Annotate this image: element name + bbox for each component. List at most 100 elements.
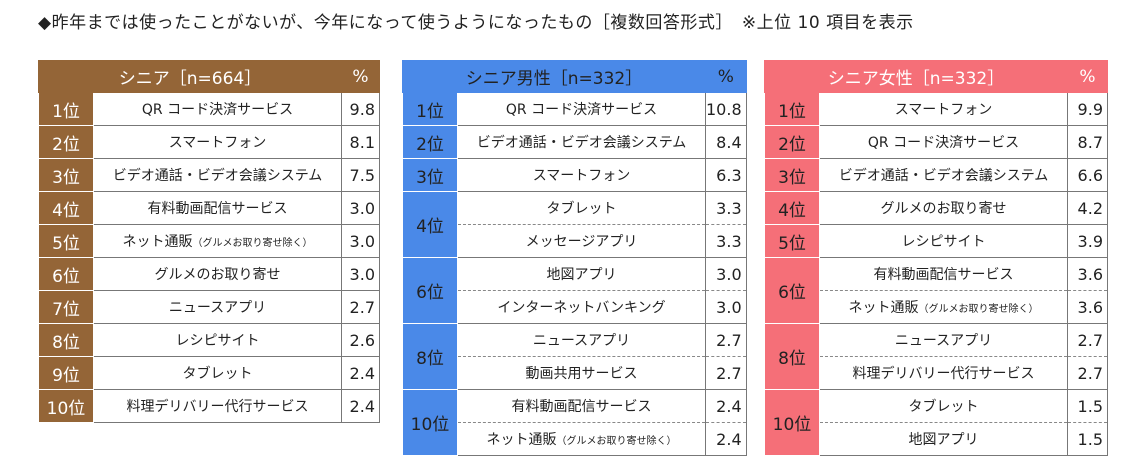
table-row: 9位 タブレット 2.4: [38, 356, 380, 390]
ranking-table-male: シニア男性［n=332］ % 1位 QR コード決済サービス 10.8 2位 ビデオ通…: [402, 60, 747, 456]
item-name: グルメのお取り寄せ: [93, 257, 342, 291]
item-name: 地図アプリ: [819, 422, 1068, 456]
table-title: シニア［n=664］: [38, 60, 342, 93]
item-name: ビデオ通話・ビデオ会議システム: [819, 158, 1068, 192]
rank-label: 3位: [764, 158, 820, 192]
rank-label: 1位: [38, 92, 94, 126]
table-row: 6位 地図アプリ 3.0: [402, 257, 747, 324]
item-name: レシピサイト: [819, 224, 1068, 258]
item-name: 料理デリバリー代行サービス: [93, 389, 342, 423]
rank-label: 3位: [402, 158, 458, 192]
percent-value: 4.2: [1067, 191, 1108, 225]
item-name: ニュースアプリ: [457, 323, 706, 357]
item-name: スマートフォン: [819, 92, 1068, 126]
percent-value: 3.0: [705, 257, 747, 291]
percent-value: 6.6: [1067, 158, 1108, 192]
item-name: 地図アプリ: [457, 257, 706, 291]
item-name: ニュースアプリ: [819, 323, 1068, 357]
ranking-table-all: シニア［n=664］ % 1位 QR コード決済サービス 9.8 2位 スマートフォン…: [38, 60, 380, 423]
rank-label: 3位: [38, 158, 94, 192]
item-name: QR コード決済サービス: [819, 125, 1068, 159]
table-row: 2位 QR コード決済サービス 8.7: [764, 125, 1108, 159]
rank-label: 4位: [402, 191, 458, 258]
item-name-note: （グルメお取り寄せ除く）: [192, 238, 313, 249]
percent-header: %: [705, 60, 747, 93]
table-row: 6位 グルメのお取り寄せ 3.0: [38, 257, 380, 291]
percent-value: 2.7: [705, 356, 747, 390]
percent-value: 2.7: [705, 323, 747, 357]
item-name: ネット通販（グルメお取り寄せ除く）: [819, 290, 1068, 324]
item-name: インターネットバンキング: [457, 290, 706, 324]
rank-label: 2位: [402, 125, 458, 159]
percent-header: %: [341, 60, 380, 93]
item-name: 動画共用サービス: [457, 356, 706, 390]
percent-value: 3.3: [705, 191, 747, 225]
table-row: 1位 QR コード決済サービス 9.8: [38, 92, 380, 126]
table-row: 10位 有料動画配信サービス 2.4: [402, 389, 747, 456]
percent-header: %: [1067, 60, 1108, 93]
table-row: 1位 QR コード決済サービス 10.8: [402, 92, 747, 126]
table-header: シニア男性［n=332］ %: [402, 60, 747, 93]
percent-value: 3.0: [341, 191, 380, 225]
table-row: 地図アプリ 1.5: [765, 422, 1108, 456]
rank-label: 6位: [764, 257, 820, 324]
percent-value: 1.5: [1067, 422, 1108, 456]
rank-label: 8位: [38, 323, 94, 357]
percent-value: 2.4: [341, 389, 380, 423]
table-row: 3位 ビデオ通話・ビデオ会議システム 7.5: [38, 158, 380, 192]
item-name: ネット通販（グルメお取り寄せ除く）: [457, 422, 706, 456]
item-name-text: ネット通販: [486, 432, 557, 448]
percent-value: 2.7: [1067, 356, 1108, 390]
percent-value: 3.0: [341, 257, 380, 291]
table-row: 4位 タブレット 3.3: [402, 191, 747, 258]
item-name: QR コード決済サービス: [457, 92, 706, 126]
percent-value: 8.7: [1067, 125, 1108, 159]
table-row: 10位 料理デリバリー代行サービス 2.4: [38, 389, 380, 423]
item-name-text: ネット通販: [122, 234, 193, 250]
percent-value: 1.5: [1067, 389, 1108, 423]
table-row: 動画共用サービス 2.7: [403, 356, 747, 390]
percent-value: 3.3: [705, 224, 747, 258]
table-row: 5位 レシピサイト 3.9: [764, 224, 1108, 258]
table-row: 5位 ネット通販（グルメお取り寄せ除く） 3.0: [38, 224, 380, 258]
item-name-note: （グルメお取り寄せ除く）: [556, 436, 677, 447]
item-name: タブレット: [93, 356, 342, 390]
percent-value: 2.4: [341, 356, 380, 390]
item-name-text: ネット通販: [848, 300, 919, 316]
table-row: 4位 有料動画配信サービス 3.0: [38, 191, 380, 225]
item-name: QR コード決済サービス: [93, 92, 342, 126]
item-name: レシピサイト: [93, 323, 342, 357]
percent-value: 2.4: [705, 389, 747, 423]
rank-label: 5位: [38, 224, 94, 258]
table-row: 3位 ビデオ通話・ビデオ会議システム 6.6: [764, 158, 1108, 192]
ranking-table-female: シニア女性［n=332］ % 1位 スマートフォン 9.9 2位 QR コード決済サー…: [764, 60, 1108, 456]
rank-label: 7位: [38, 290, 94, 324]
percent-value: 6.3: [705, 158, 747, 192]
table-row: 8位 レシピサイト 2.6: [38, 323, 380, 357]
table-row: 2位 スマートフォン 8.1: [38, 125, 380, 159]
item-name: タブレット: [457, 191, 706, 225]
item-name: ビデオ通話・ビデオ会議システム: [93, 158, 342, 192]
item-name: ニュースアプリ: [93, 290, 342, 324]
rank-label: 6位: [402, 257, 458, 324]
percent-value: 2.4: [705, 422, 747, 456]
table-row: 3位 スマートフォン 6.3: [402, 158, 747, 192]
rank-label: 10位: [764, 389, 820, 456]
table-row: 7位 ニュースアプリ 2.7: [38, 290, 380, 324]
item-name: 料理デリバリー代行サービス: [819, 356, 1068, 390]
item-name-note: （グルメお取り寄せ除く）: [918, 304, 1039, 315]
percent-value: 3.6: [1067, 257, 1108, 291]
rank-label: 10位: [402, 389, 458, 456]
percent-value: 9.8: [341, 92, 380, 126]
table-title: シニア女性［n=332］: [764, 60, 1068, 93]
percent-value: 2.7: [1067, 323, 1108, 357]
table-row: 4位 グルメのお取り寄せ 4.2: [764, 191, 1108, 225]
item-name: スマートフォン: [457, 158, 706, 192]
table-row: 1位 スマートフォン 9.9: [764, 92, 1108, 126]
table-row: ネット通販（グルメお取り寄せ除く） 3.6: [765, 290, 1108, 324]
percent-value: 3.6: [1067, 290, 1108, 324]
table-title: シニア男性［n=332］: [402, 60, 706, 93]
percent-value: 8.4: [705, 125, 747, 159]
item-name: 有料動画配信サービス: [93, 191, 342, 225]
rank-label: 9位: [38, 356, 94, 390]
